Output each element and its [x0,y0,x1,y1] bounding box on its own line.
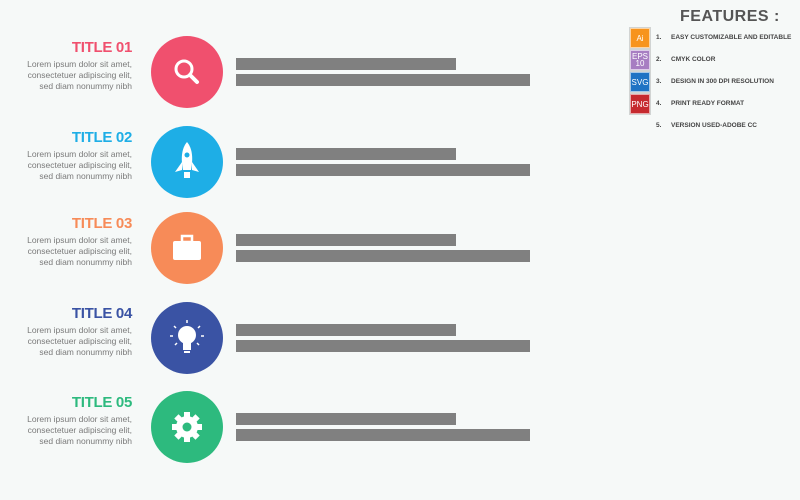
rocket-icon [170,140,204,184]
step-description: Lorem ipsum dolor sit amet, consectetuer… [27,414,132,446]
step-circle [151,302,223,374]
briefcase-icon [170,233,204,263]
placeholder-bar [236,74,530,86]
features-heading: FEATURES : [680,8,780,25]
feature-number: 4. [656,100,662,107]
feature-number: 3. [656,78,662,85]
lightbulb-icon [167,318,207,358]
placeholder-bar [236,234,456,246]
placeholder-bar [236,58,456,70]
feature-text: DESIGN IN 300 DPI RESOLUTION [671,78,774,85]
feature-item: EPS 10 2. CMYK COLOR [630,50,800,70]
step-description: Lorem ipsum dolor sit amet, consectetuer… [27,325,132,357]
step-4: TITLE 04 Lorem ipsum dolor sit amet, con… [0,302,620,392]
step-circle [151,126,223,198]
placeholder-bar [236,429,530,441]
step-title: TITLE 03 [71,215,132,232]
placeholder-bar [236,324,456,336]
gear-icon [169,409,205,445]
step-circle [151,391,223,463]
step-title: TITLE 01 [71,39,132,56]
file-format-badge: Ai [630,28,650,48]
step-description: Lorem ipsum dolor sit amet, consectetuer… [27,149,132,181]
step-title: TITLE 05 [71,394,132,411]
step-title: TITLE 02 [71,129,132,146]
placeholder-bar [236,340,530,352]
feature-item: Ai 1. EASY CUSTOMIZABLE AND EDITABLE [630,28,800,48]
feature-text: PRINT READY FORMAT [671,100,745,107]
step-description: Lorem ipsum dolor sit amet, consectetuer… [27,59,132,91]
step-2: TITLE 02 Lorem ipsum dolor sit amet, con… [0,126,620,216]
feature-text: EASY CUSTOMIZABLE AND EDITABLE [671,34,792,41]
step-description: Lorem ipsum dolor sit amet, consectetuer… [27,235,132,267]
feature-text: CMYK COLOR [671,56,716,63]
step-title: TITLE 04 [71,305,132,322]
placeholder-bar [236,164,530,176]
feature-text: VERSION USED-ADOBE CC [671,122,757,129]
feature-number: 1. [656,34,662,41]
file-format-badge: PNG [630,94,650,114]
feature-item: 5. VERSION USED-ADOBE CC [630,116,800,136]
step-circle [151,36,223,108]
search-icon [170,55,204,89]
placeholder-bar [236,148,456,160]
placeholder-bar [236,250,530,262]
file-format-badge: SVG [630,72,650,92]
feature-number: 2. [656,56,662,63]
feature-item: SVG 3. DESIGN IN 300 DPI RESOLUTION [630,72,800,92]
step-5: TITLE 05 Lorem ipsum dolor sit amet, con… [0,391,620,481]
file-format-badge: EPS 10 [630,50,650,70]
feature-number: 5. [656,122,662,129]
step-3: TITLE 03 Lorem ipsum dolor sit amet, con… [0,212,620,302]
feature-item: PNG 4. PRINT READY FORMAT [630,94,800,114]
step-circle [151,212,223,284]
step-1: TITLE 01 Lorem ipsum dolor sit amet, con… [0,36,620,126]
placeholder-bar [236,413,456,425]
